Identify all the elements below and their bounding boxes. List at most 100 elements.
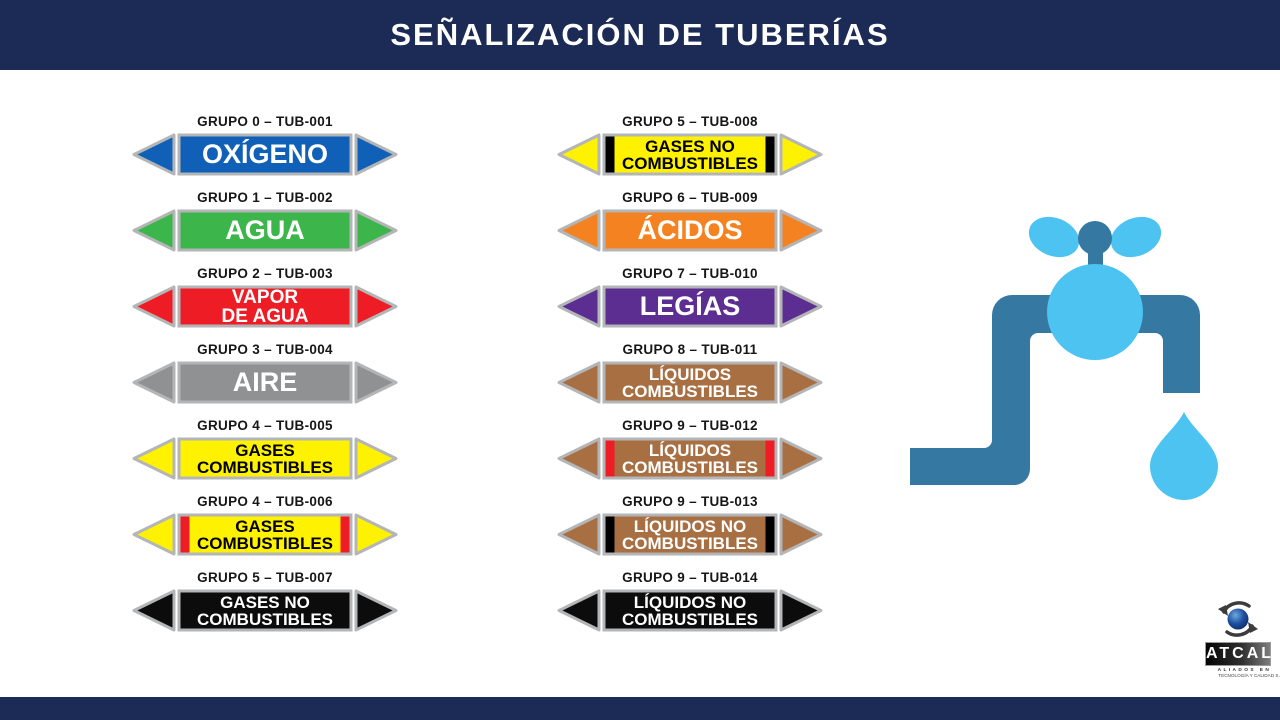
pipe-sign: GRUPO 8 – TUB-011 LÍQUIDOS COMBUSTIBLES [557,343,823,419]
sign-stripe [180,516,190,553]
sign-text-line: VAPOR [231,286,299,308]
sign-text-line: COMBUSTIBLES [622,609,758,629]
pipe-sign: GRUPO 9 – TUB-012 LÍQUIDOS COMBUSTIBLES [557,419,823,495]
sign-stripe [605,516,615,553]
atcal-subtext: TECNOLOGÍA Y CALIDAD S.A.S. [1218,673,1280,679]
double-arrow-shape [557,437,823,480]
pipe-sign: GRUPO 2 – TUB-003 VAPOR DE AGUA [132,267,398,343]
sign-text: GASES NO COMBUSTIBLES [604,135,776,174]
sign-stripe [765,440,775,477]
double-arrow-shape [557,285,823,328]
sign-stripe [765,516,775,553]
faucet-handle-hub [1078,221,1112,255]
arrow-head-right [779,133,823,176]
sign-text-line: LÍQUIDOS NO [633,592,747,612]
sign-text: LEGÍAS [604,287,776,326]
arrow-head-right [354,589,398,632]
double-arrow-shape [557,589,823,632]
arrow-body [177,133,353,176]
arrow-head-left [132,437,176,480]
sign-text: AIRE [179,363,351,402]
arrow-body [177,589,353,632]
sign-stripe [340,516,350,553]
double-arrow-shape [557,133,823,176]
arrow-head-right [779,209,823,252]
faucet-valve-circle [1047,264,1143,360]
sign-group-label: GRUPO 4 – TUB-005 [197,418,333,433]
double-arrow-shape [132,133,398,176]
arrow-head-left [132,513,176,556]
sign-text: GASES COMBUSTIBLES [179,439,351,478]
pipe-marker-arrow: VAPOR DE AGUA [132,284,398,329]
sign-group-label: GRUPO 2 – TUB-003 [197,266,333,281]
double-arrow-shape [557,209,823,252]
sign-text-line: LEGÍAS [639,291,741,321]
atcal-orbit-icon [1218,601,1258,637]
arrow-head-right [354,209,398,252]
arrow-head-right [779,437,823,480]
arrow-body [177,285,353,328]
pipe-sign: GRUPO 4 – TUB-005 GASES COMBUSTIBLES [132,419,398,495]
sign-text-line: LÍQUIDOS [648,440,732,460]
pipe-sign: GRUPO 1 – TUB-002 AGUA [132,191,398,267]
pipe-sign: GRUPO 0 – TUB-001 OXÍGENO [132,115,398,191]
double-arrow-shape [132,285,398,328]
sign-text-line: COMBUSTIBLES [622,381,758,401]
double-arrow-shape [132,209,398,252]
arrow-head-right [354,361,398,404]
faucet-illustration [905,208,1225,501]
pipe-sign: GRUPO 5 – TUB-007 GASES NO COMBUSTIBLES [132,571,398,647]
sign-group-label: GRUPO 5 – TUB-008 [622,114,758,129]
sign-text: LÍQUIDOS NO COMBUSTIBLES [604,515,776,554]
pipe-sign: GRUPO 7 – TUB-010 LEGÍAS [557,267,823,343]
header-bar: SEÑALIZACIÓN DE TUBERÍAS [0,0,1280,70]
sign-text-line: DE AGUA [221,305,309,327]
double-arrow-shape [557,361,823,404]
arrow-head-right [354,285,398,328]
sign-text-line: COMBUSTIBLES [622,457,758,477]
sign-stripe [605,440,615,477]
sign-group-label: GRUPO 4 – TUB-006 [197,494,333,509]
pipe-marker-arrow: GASES NO COMBUSTIBLES [132,588,398,633]
sign-group-label: GRUPO 3 – TUB-004 [197,342,333,357]
pipe-sign: GRUPO 3 – TUB-004 AIRE [132,343,398,419]
sign-text: LÍQUIDOS NO COMBUSTIBLES [604,591,776,630]
pipe-sign: GRUPO 9 – TUB-014 LÍQUIDOS NO COMBUSTIBLE… [557,571,823,647]
atcal-logo: ATCAL ALIADOS EN TECNOLOGÍA Y CALIDAD S.… [1204,597,1280,682]
atcal-wordmark: ATCAL [1205,642,1271,666]
arrow-head-left [557,361,601,404]
pipe-sign: GRUPO 6 – TUB-009 ÁCIDOS [557,191,823,267]
sign-text: ÁCIDOS [604,211,776,250]
pipe-marker-arrow: GASES NO COMBUSTIBLES [557,132,823,177]
sign-group-label: GRUPO 5 – TUB-007 [197,570,333,585]
pipe-marker-arrow: AIRE [132,360,398,405]
sign-text: VAPOR DE AGUA [179,287,351,326]
arrow-head-left [132,285,176,328]
arrow-head-left [557,513,601,556]
double-arrow-shape [132,513,398,556]
pipe-sign: GRUPO 4 – TUB-006 GASES COMBUSTIBLES [132,495,398,571]
sign-group-label: GRUPO 6 – TUB-009 [622,190,758,205]
arrow-head-right [779,285,823,328]
sign-group-label: GRUPO 0 – TUB-001 [197,114,333,129]
sign-text: GASES NO COMBUSTIBLES [179,591,351,630]
pipe-marker-arrow: LÍQUIDOS NO COMBUSTIBLES [557,588,823,633]
sign-group-label: GRUPO 9 – TUB-012 [622,418,758,433]
sign-text-line: COMBUSTIBLES [197,609,333,629]
sign-group-label: GRUPO 9 – TUB-014 [622,570,758,585]
sign-text-line: COMBUSTIBLES [622,533,758,553]
pipe-sign: GRUPO 5 – TUB-008 GASES NO COMBUSTIBLES [557,115,823,191]
pipe-marker-arrow: ÁCIDOS [557,208,823,253]
pipe-sign: GRUPO 9 – TUB-013 LÍQUIDOS NO COMBUSTIBLE… [557,495,823,571]
arrow-head-left [132,133,176,176]
footer-bar [0,697,1280,720]
arrow-head-right [354,133,398,176]
pipe-marker-arrow: GASES COMBUSTIBLES [132,436,398,481]
sign-text: OXÍGENO [179,135,351,174]
signs-column-left: GRUPO 0 – TUB-001 OXÍGENO GRUPO 1 – TUB-… [132,115,398,647]
water-drop-icon [1150,412,1218,501]
sign-group-label: GRUPO 7 – TUB-010 [622,266,758,281]
sign-text-line: COMBUSTIBLES [197,533,333,553]
sign-stripe [605,136,615,173]
